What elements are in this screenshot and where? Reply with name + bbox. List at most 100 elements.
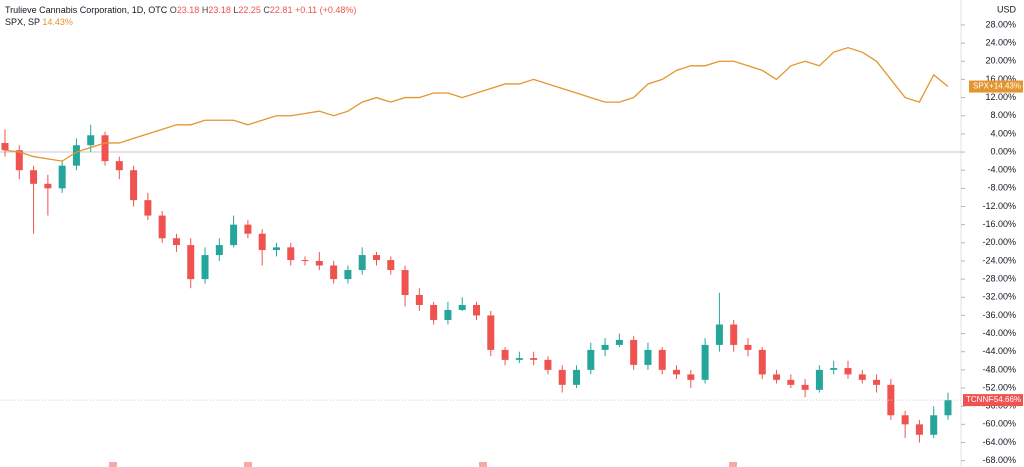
y-tick-label: -36.00% — [982, 310, 1016, 320]
y-tick-label: -28.00% — [982, 273, 1016, 283]
candle-body — [844, 368, 852, 375]
candle-body — [473, 304, 480, 316]
price-label-bg — [963, 394, 1023, 407]
ohlc-value: 22.25 — [238, 5, 261, 15]
legend: Trulieve Cannabis Corporation, 1D, OTC O… — [5, 4, 356, 28]
candle-body — [944, 400, 952, 416]
candle-body — [615, 339, 623, 345]
candle-body — [787, 379, 795, 385]
y-tick-label: -52.00% — [982, 382, 1016, 392]
ohlc-label: L — [233, 5, 239, 15]
candle-body — [658, 349, 666, 370]
candle-body — [701, 344, 709, 380]
candle-body — [887, 384, 895, 416]
candle-body — [15, 150, 23, 171]
price-label-name: TCNNF — [966, 395, 993, 404]
candle-body — [87, 135, 95, 146]
candle-body — [415, 294, 423, 305]
y-tick-label: 20.00% — [985, 56, 1016, 66]
y-tick-label: 12.00% — [985, 92, 1016, 102]
candle-body — [515, 358, 523, 360]
ohlc-label: O — [169, 5, 177, 15]
event-marker — [244, 462, 252, 467]
y-tick-label: 8.00% — [990, 110, 1016, 120]
y-tick-label: -68.00% — [982, 455, 1016, 465]
candle-body — [430, 304, 438, 320]
candle-body — [201, 255, 209, 280]
y-tick-label: -8.00% — [987, 183, 1016, 193]
legend-compare: SPX, SP 14.43% — [5, 16, 356, 28]
candle-body — [144, 200, 152, 216]
candle-body — [687, 374, 695, 380]
candle-body — [487, 315, 495, 350]
candle-body — [387, 260, 395, 271]
candle-body — [458, 304, 466, 310]
candle-body — [344, 270, 352, 280]
candle-body — [158, 215, 166, 239]
candle-body — [358, 255, 366, 271]
y-tick-label: -60.00% — [982, 419, 1016, 429]
y-tick-label: -20.00% — [982, 237, 1016, 247]
y-tick-label: 28.00% — [985, 19, 1016, 29]
event-marker — [729, 462, 737, 467]
candle-body — [930, 415, 938, 435]
candle-body — [544, 359, 552, 370]
candle-body — [172, 238, 180, 246]
candle-body — [773, 374, 781, 380]
candle-body — [72, 145, 80, 166]
candle-body — [815, 369, 823, 390]
candle-body — [330, 265, 338, 280]
y-tick-label: -64.00% — [982, 437, 1016, 447]
y-tick-label: -16.00% — [982, 219, 1016, 229]
price-label-bg — [969, 80, 1023, 93]
ohlc-label: H — [201, 5, 209, 15]
candle-body — [630, 339, 638, 365]
candle-body — [830, 368, 838, 370]
candle-body — [372, 255, 380, 261]
currency: USD — [997, 4, 1017, 14]
candle-body — [873, 379, 881, 385]
candle-body — [858, 374, 866, 380]
y-tick-label: -12.00% — [982, 201, 1016, 211]
line-series — [4, 46, 949, 162]
y-tick-label: 0.00% — [990, 146, 1016, 156]
candle-body — [258, 233, 266, 251]
candle-body — [915, 424, 923, 435]
candle-body — [272, 247, 280, 251]
candle-body — [801, 384, 809, 390]
candle-body — [58, 165, 66, 189]
candle-body — [230, 224, 238, 246]
candle-body — [44, 183, 52, 189]
candle-body — [573, 369, 581, 385]
candle-body — [715, 324, 723, 345]
y-tick-label: -24.00% — [982, 255, 1016, 265]
candle-body — [244, 224, 252, 234]
compare-name: SPX, SP — [5, 17, 40, 27]
event-marker — [109, 462, 117, 467]
candle-body — [444, 309, 452, 320]
ohlc-label: C — [263, 5, 270, 15]
candle-body — [401, 270, 409, 295]
price-label-value: -54.66% — [991, 395, 1021, 404]
symbol-title: Trulieve Cannabis Corporation, 1D, OTC — [5, 5, 168, 15]
candle-body — [558, 369, 566, 385]
y-tick-label: -40.00% — [982, 328, 1016, 338]
ohlc-value: 23.18 — [208, 5, 231, 15]
ohlc-value: 22.81 — [269, 5, 293, 15]
candle-body — [901, 415, 909, 425]
y-tick-label: 4.00% — [990, 128, 1016, 138]
candle-body — [315, 260, 323, 266]
y-tick-label: -44.00% — [982, 346, 1016, 356]
candle-body — [501, 349, 509, 360]
y-tick-label: -4.00% — [987, 165, 1016, 175]
candle-body — [530, 358, 538, 360]
candle-body — [187, 245, 195, 280]
candle-body — [1, 142, 9, 151]
candle-body — [130, 170, 138, 201]
y-tick-label: 16.00% — [985, 74, 1016, 84]
candle-body — [30, 170, 38, 184]
candle-body — [101, 135, 109, 162]
change: +0.11 (+0.48%) — [294, 5, 357, 15]
